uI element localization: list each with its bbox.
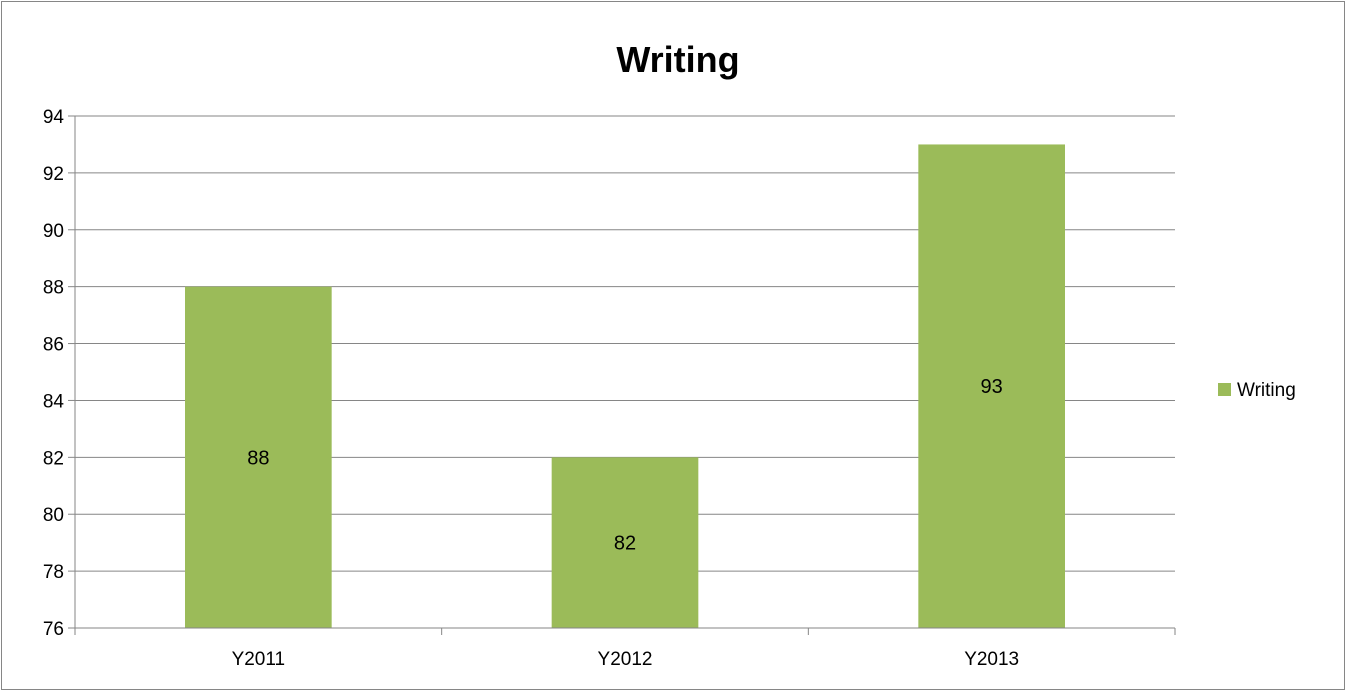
y-tick-label: 82 <box>43 448 64 469</box>
y-tick-label: 88 <box>43 278 64 299</box>
x-category-label: Y2012 <box>598 649 653 670</box>
legend: Writing <box>1218 380 1296 401</box>
data-label: 93 <box>981 376 1003 398</box>
y-tick-label: 76 <box>43 619 64 640</box>
y-tick-label: 84 <box>43 391 65 412</box>
x-category-label: Y2013 <box>964 649 1019 670</box>
axes <box>68 115 1176 635</box>
bar-y2011 <box>185 286 332 628</box>
chart-title: Writing <box>616 39 739 80</box>
y-tick-label: 80 <box>43 505 64 526</box>
bars <box>185 144 1065 628</box>
y-tick-label: 90 <box>43 221 64 242</box>
data-label: 88 <box>247 447 269 469</box>
y-tick-label: 94 <box>43 107 65 128</box>
y-tick-label: 92 <box>43 164 64 185</box>
bar-y2013 <box>918 144 1065 628</box>
y-tick-label: 86 <box>43 335 64 356</box>
y-tick-label: 78 <box>43 562 64 583</box>
labels: 76 78 80 82 84 86 88 90 92 94 88 Y2011 82 Y2012 93 Y201… <box>43 107 1019 670</box>
data-label: 82 <box>614 533 636 555</box>
legend-swatch <box>1218 383 1231 396</box>
bar-y2012 <box>551 457 699 628</box>
x-category-label: Y2011 <box>232 649 286 670</box>
legend-label: Writing <box>1237 380 1296 401</box>
